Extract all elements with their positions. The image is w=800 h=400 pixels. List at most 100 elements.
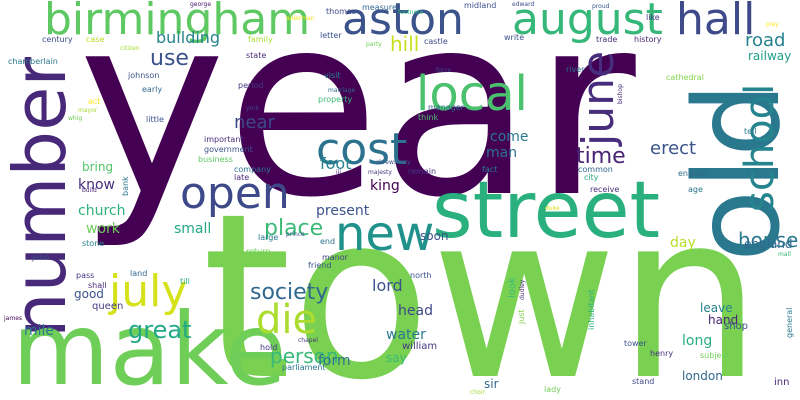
cloud-word: general — [785, 307, 794, 338]
cloud-word: dudley — [519, 279, 526, 300]
cloud-word: come — [490, 129, 529, 145]
cloud-word: present — [316, 203, 370, 219]
cloud-word: history — [634, 35, 662, 44]
cloud-word: government — [204, 145, 253, 154]
cloud-word: henry — [650, 349, 674, 358]
cloud-word: late — [234, 173, 250, 182]
cloud-word: choir — [470, 389, 485, 396]
cloud-word: inn — [774, 377, 790, 388]
cloud-word: hand — [708, 313, 739, 327]
cloud-word: manager — [428, 103, 464, 112]
cloud-word: case — [86, 35, 105, 44]
cloud-word: water — [386, 327, 426, 343]
cloud-word: shop — [724, 321, 749, 332]
cloud-word: just — [517, 309, 526, 324]
cloud-word: visit — [324, 71, 341, 80]
cloud-word: prince — [286, 231, 305, 238]
cloud-word: die — [256, 297, 318, 343]
cloud-word: force — [436, 67, 452, 74]
cloud-word: chamberlain — [8, 57, 58, 66]
cloud-word: george — [190, 1, 212, 8]
cloud-word: letter — [320, 31, 342, 40]
cloud-word: england — [744, 237, 793, 251]
cloud-word: tower — [624, 339, 647, 348]
cloud-word: alderman — [286, 15, 315, 22]
cloud-word: manor — [322, 253, 348, 262]
cloud-word: york — [246, 105, 260, 112]
cloud-word: july — [109, 266, 188, 317]
cloud-word: mayor — [78, 107, 98, 114]
cloud-word: johnson — [128, 71, 160, 80]
cloud-word: iii — [336, 169, 342, 176]
cloud-word: thomas — [326, 7, 356, 16]
cloud-word: town — [202, 164, 762, 400]
cloud-word: foot — [320, 154, 352, 173]
cloud-word: play — [766, 21, 779, 28]
cloud-word: end — [320, 237, 336, 246]
cloud-word: look — [507, 277, 518, 298]
cloud-word: footnote — [398, 9, 424, 16]
cloud-word: society — [250, 280, 329, 305]
cloud-word: party — [366, 41, 382, 48]
cloud-word: family — [248, 35, 273, 44]
cloud-word: edward — [512, 1, 535, 8]
cloud-word: tell — [744, 127, 757, 136]
cloud-word: great — [128, 316, 192, 344]
cloud-word: fact — [482, 165, 498, 174]
cloud-word: bishop — [617, 84, 624, 104]
cloud-word: mall — [778, 251, 791, 258]
cloud-word: property — [318, 95, 353, 104]
cloud-word: day — [670, 235, 696, 251]
cloud-word: aston — [342, 0, 464, 45]
cloud-word: birmingham — [44, 0, 311, 45]
cloud-word: local — [416, 66, 528, 122]
cloud-word: time — [576, 144, 626, 169]
cloud-word: return — [246, 247, 271, 256]
cloud-word: soon — [420, 229, 449, 243]
cloud-word: proud — [592, 3, 610, 10]
cloud-word: august — [512, 0, 663, 45]
cloud-word: measure — [362, 3, 397, 12]
cloud-word: period — [238, 81, 264, 90]
cloud-word: city — [584, 173, 599, 182]
cloud-word: shrewsbury — [376, 159, 411, 166]
cloud-word: business — [198, 155, 233, 164]
cloud-word: lady — [544, 385, 561, 394]
cloud-word: early — [142, 85, 163, 94]
cloud-word: know — [78, 177, 115, 193]
cloud-word: hall — [676, 0, 756, 45]
cloud-word: man — [486, 145, 518, 161]
cloud-word: north — [410, 271, 432, 280]
cloud-word: inhabitant — [587, 289, 596, 330]
cloud-word: say — [386, 351, 407, 365]
cloud-word: work — [86, 221, 120, 237]
cloud-word: midland — [464, 1, 497, 10]
cloud-word: build — [82, 187, 97, 194]
cloud-word: small — [174, 221, 212, 237]
cloud-word: use — [150, 46, 189, 71]
cloud-word: place — [264, 216, 324, 241]
cloud-word: parliament — [282, 363, 326, 372]
cloud-word: subject — [700, 351, 729, 360]
cloud-word: john — [32, 253, 50, 262]
cloud-word: act — [88, 97, 101, 106]
cloud-word: state — [246, 51, 267, 60]
cloud-word: good — [74, 287, 104, 301]
cloud-word: common — [578, 165, 613, 174]
cloud-word: hill — [390, 32, 420, 56]
cloud-word: lane — [752, 97, 770, 106]
cloud-word: building — [156, 28, 221, 47]
cloud-word: write — [504, 33, 525, 42]
cloud-word: duke — [545, 205, 560, 212]
cloud-word: shall — [88, 281, 107, 290]
cloud-word: queen — [92, 301, 124, 312]
cloud-word: head — [398, 303, 433, 319]
cloud-word: london — [682, 369, 723, 383]
cloud-word: land — [130, 269, 148, 278]
cloud-word: house — [738, 228, 799, 252]
cloud-word: english — [678, 169, 707, 178]
cloud-word: company — [234, 165, 271, 174]
cloud-word: king — [370, 178, 400, 194]
cloud-word: william — [402, 341, 438, 352]
